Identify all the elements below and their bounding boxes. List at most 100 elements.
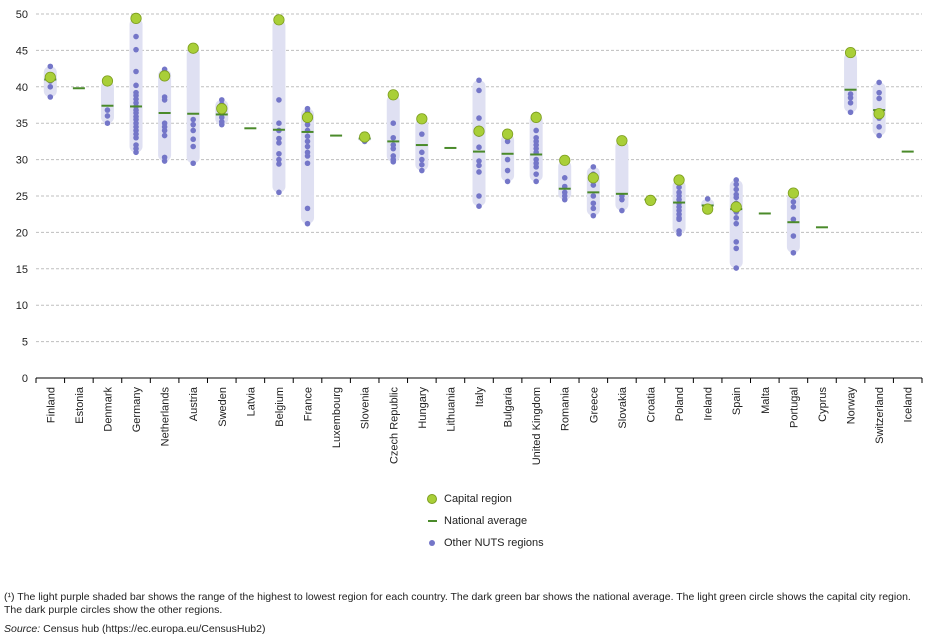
country-group-portugal [786,187,800,256]
country-group-denmark [100,75,114,126]
source-text: Census hub (https://ec.europa.eu/CensusH… [40,623,266,635]
x-tick-label: Iceland [903,387,915,422]
country-group-finland [43,63,57,100]
other-region-point [304,138,311,145]
other-region-point [476,87,482,94]
other-region-point [161,132,168,139]
capital-region-point [673,174,685,186]
other-region-point [419,149,425,156]
other-region-dot-icon [424,540,440,546]
other-region-point [504,178,511,185]
other-region-point [190,116,196,123]
x-tick-label: Ireland [703,387,715,421]
other-region-point [619,196,625,203]
legend-item-national: National average [424,510,544,532]
other-region-point [419,161,425,168]
capital-region-point [187,42,199,54]
legend-label-capital: Capital region [444,493,512,505]
capital-region-point [787,187,799,199]
country-group-netherlands [158,66,172,164]
legend-item-other: Other NUTS regions [424,532,544,554]
other-region-point [790,216,797,223]
y-tick-label: 45 [16,45,28,57]
other-region-point [133,134,139,141]
other-region-point [733,220,740,227]
y-tick-label: 10 [16,300,28,312]
other-region-point [276,189,282,196]
other-region-point [161,127,168,134]
capital-region-point [873,108,885,120]
country-group-france [301,105,315,227]
country-group-slovakia [615,135,629,214]
x-tick-label: Germany [131,387,143,433]
country-group-greece [586,164,600,219]
y-tick-label: 40 [16,82,28,94]
x-tick-label: Denmark [102,387,114,432]
legend: Capital region National average Other NU… [424,488,544,554]
range-bar [472,80,486,207]
other-region-point [790,204,797,210]
x-tick-label: Bulgaria [503,386,515,427]
y-tick-label: 5 [22,337,28,349]
other-region-point [733,239,740,245]
other-region-point [390,145,397,152]
country-group-romania [558,154,572,203]
x-tick-label: France [303,387,315,421]
other-region-point [276,140,282,146]
other-region-point [133,149,139,156]
other-region-point [733,265,740,271]
other-region-point [190,121,196,128]
other-region-point [133,82,139,89]
capital-region-point [359,131,371,143]
range-bar [844,52,858,113]
other-region-point [733,177,740,183]
other-region-point [276,161,282,167]
other-region-point [733,186,740,193]
other-region-point [190,136,196,143]
x-tick-label: Switzerland [874,387,886,444]
capital-region-point [844,46,857,59]
other-region-point [304,133,311,140]
other-region-point [304,121,311,128]
footnote: (¹) The light purple shaded bar shows th… [4,591,911,616]
other-region-point [733,194,740,201]
x-tick-label: Estonia [74,386,86,424]
country-group-ireland [701,196,715,215]
other-region-point [419,167,425,174]
other-region-point [561,196,568,203]
x-tick-label: Netherlands [160,387,172,447]
other-region-point [276,97,282,103]
capital-region-point [616,135,628,147]
y-tick-label: 50 [16,9,28,21]
x-tick-label: United Kingdom [531,387,543,465]
other-region-point [733,245,740,252]
capital-region-point [587,172,599,184]
range-bar [272,19,286,193]
capital-region-point [159,70,171,82]
x-tick-label: Hungary [417,387,429,429]
country-group-slovenia [358,131,372,145]
capital-region-point [530,111,542,123]
other-region-point [704,196,711,202]
other-region-point [533,164,539,170]
other-region-point [276,120,282,126]
other-region-point [419,131,425,137]
capital-region-point [301,111,314,123]
country-group-czech-republic [386,89,400,165]
x-tick-label: Sweden [217,387,229,427]
capital-region-point [130,12,142,24]
other-region-point [304,220,311,227]
other-region-point [218,97,225,103]
other-region-point [104,107,111,113]
capital-region-point [101,75,114,87]
other-region-point [590,205,597,212]
other-region-point [733,215,740,221]
x-tick-label: Spain [731,387,743,415]
other-region-point [104,120,111,126]
other-region-point [876,89,882,96]
other-region-point [419,156,425,163]
other-region-point [161,158,168,164]
capital-region-point [387,89,399,101]
x-tick-label: Austria [188,386,200,421]
country-group-sweden [215,97,229,128]
